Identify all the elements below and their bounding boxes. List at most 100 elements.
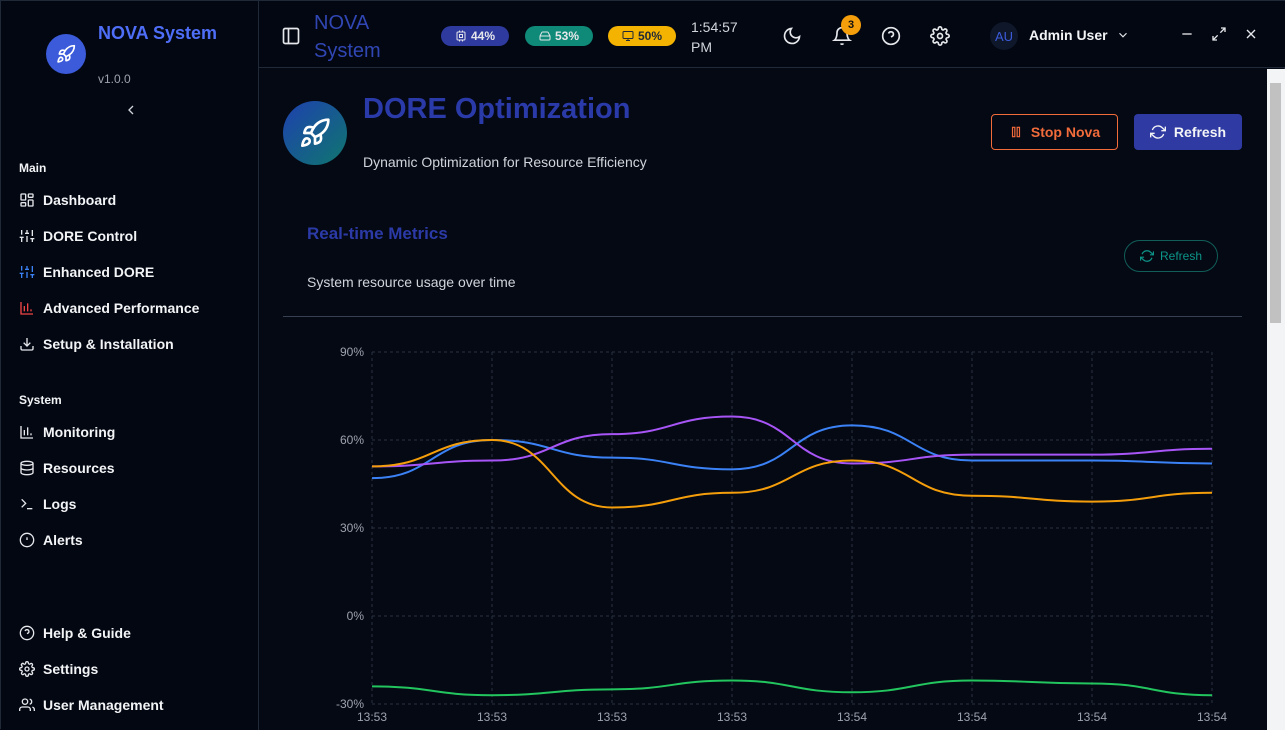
sidebar-item-label: Advanced Performance [43,300,200,316]
sidebar-item-label: Dashboard [43,192,117,208]
refresh-button[interactable]: Refresh [1134,114,1242,150]
sidebar-item-alerts[interactable]: Alerts [19,528,83,552]
vertical-scrollbar[interactable] [1267,69,1285,730]
minimize-button[interactable] [1179,26,1199,46]
scrollbar-thumb[interactable] [1270,83,1281,323]
version-label: v1.0.0 [98,72,131,86]
sidebar-item-label: Setup & Installation [43,336,174,352]
y-tick-label: -30% [336,697,364,711]
sidebar-item-dore-control[interactable]: DORE Control [19,224,137,248]
monitor-icon [622,31,634,41]
gear-icon [930,26,950,46]
stop-nova-button[interactable]: Stop Nova [991,114,1118,150]
sidebar-item-enhanced-dore[interactable]: Enhanced DORE [19,260,154,284]
chevron-left-icon [128,105,134,115]
sidebar-item-resources[interactable]: Resources [19,456,115,480]
sliders-icon [19,266,35,278]
close-button[interactable] [1243,26,1263,46]
sidebar-item-label: Monitoring [43,424,116,440]
y-tick-label: 90% [340,345,364,359]
chevron-down-icon [1119,32,1127,38]
x-tick-label: 13:53 [597,710,627,724]
theme-toggle-button[interactable] [782,26,802,46]
help-button[interactable] [881,26,901,46]
cpu-usage-badge: 44% [441,26,509,46]
y-tick-label: 30% [340,521,364,535]
sidebar-item-settings[interactable]: Settings [19,657,98,681]
memory-value: 53% [554,29,580,43]
metrics-card-subtitle: System resource usage over time [307,274,516,290]
terminal-icon [21,498,33,510]
alert-circle-icon [19,532,35,548]
series-line-blue [371,424,1213,480]
maximize-button[interactable] [1211,26,1231,46]
x-tick-label: 13:53 [357,710,387,724]
refresh-icon [1149,125,1166,139]
sidebar-item-label: Help & Guide [43,625,131,641]
database-icon [20,460,34,476]
memory-usage-badge: 53% [525,26,593,46]
metrics-refresh-button[interactable]: Refresh [1124,240,1218,272]
users-icon [19,698,35,711]
refresh-label: Refresh [1173,124,1227,140]
grid-icon [20,193,34,207]
section-title-system: System [19,393,62,407]
main-content: DORE Optimization Dynamic Optimization f… [259,69,1267,730]
sidebar-item-dashboard[interactable]: Dashboard [19,188,116,212]
sidebar-item-help-guide[interactable]: Help & Guide [19,621,131,645]
x-tick-label: 13:54 [957,710,987,724]
x-tick-label: 13:54 [1077,710,1107,724]
top-bar: NOVA System 44% 53% 50% 1:54:57 PM 3 AU … [259,1,1285,68]
clock: 1:54:57 PM [691,19,738,55]
panel-left-icon [282,27,300,45]
sidebar-item-label: Enhanced DORE [43,264,155,280]
sidebar-item-label: User Management [43,697,164,713]
display-value: 50% [637,29,663,43]
cpu-icon [456,30,466,42]
header-title: NOVA System [314,12,381,62]
avatar[interactable]: AU [990,22,1018,50]
notification-count-badge: 3 [841,15,861,35]
help-circle-icon [19,625,35,641]
y-tick-label: 0% [347,609,365,623]
bar-chart-icon [20,426,33,439]
gear-icon [19,661,35,677]
sidebar-item-user-management[interactable]: User Management [19,693,164,717]
metrics-line-chart: 90%60%30%0%-30%13:53 13:53 13:53 13:53 13:54… [336,345,1227,724]
bar-chart-icon [20,302,33,315]
user-menu-name[interactable]: Admin User [1029,27,1108,43]
sidebar-item-label: Resources [43,460,115,476]
sidebar-item-advanced-performance[interactable]: Advanced Performance [19,296,199,320]
sidebar-toggle-button[interactable] [281,26,301,46]
sidebar-item-monitoring[interactable]: Monitoring [19,420,115,444]
metrics-card-title: Real-time Metrics [307,224,448,243]
sidebar-item-logs[interactable]: Logs [19,492,76,516]
sidebar-item-label: DORE Control [43,228,138,244]
sidebar-item-setup-installation[interactable]: Setup & Installation [19,332,174,356]
x-tick-label: 13:53 [477,710,507,724]
user-menu-chevron[interactable] [1116,28,1130,42]
pause-icon [1011,126,1020,138]
x-tick-label: 13:54 [1197,710,1227,724]
series-line-green [371,679,1213,697]
hard-drive-icon [539,31,551,41]
close-icon [1246,29,1256,39]
x-tick-label: 13:53 [717,710,747,724]
x-tick-label: 13:54 [837,710,867,724]
maximize-icon [1212,27,1226,41]
y-tick-label: 60% [340,433,364,447]
sidebar-item-label: Settings [43,661,99,677]
divider [283,316,1242,317]
settings-button[interactable] [930,26,950,46]
series-line-orange [371,438,1213,509]
minimize-icon [1182,33,1192,35]
help-circle-icon [881,26,901,46]
stop-nova-label: Stop Nova [1030,124,1101,140]
sidebar-item-label: Alerts [43,532,83,548]
sidebar-item-label: Logs [43,496,77,512]
refresh-icon [1139,250,1154,262]
rocket-hero-icon [283,101,347,165]
display-usage-badge: 50% [608,26,676,46]
collapse-sidebar-button[interactable] [123,102,139,122]
